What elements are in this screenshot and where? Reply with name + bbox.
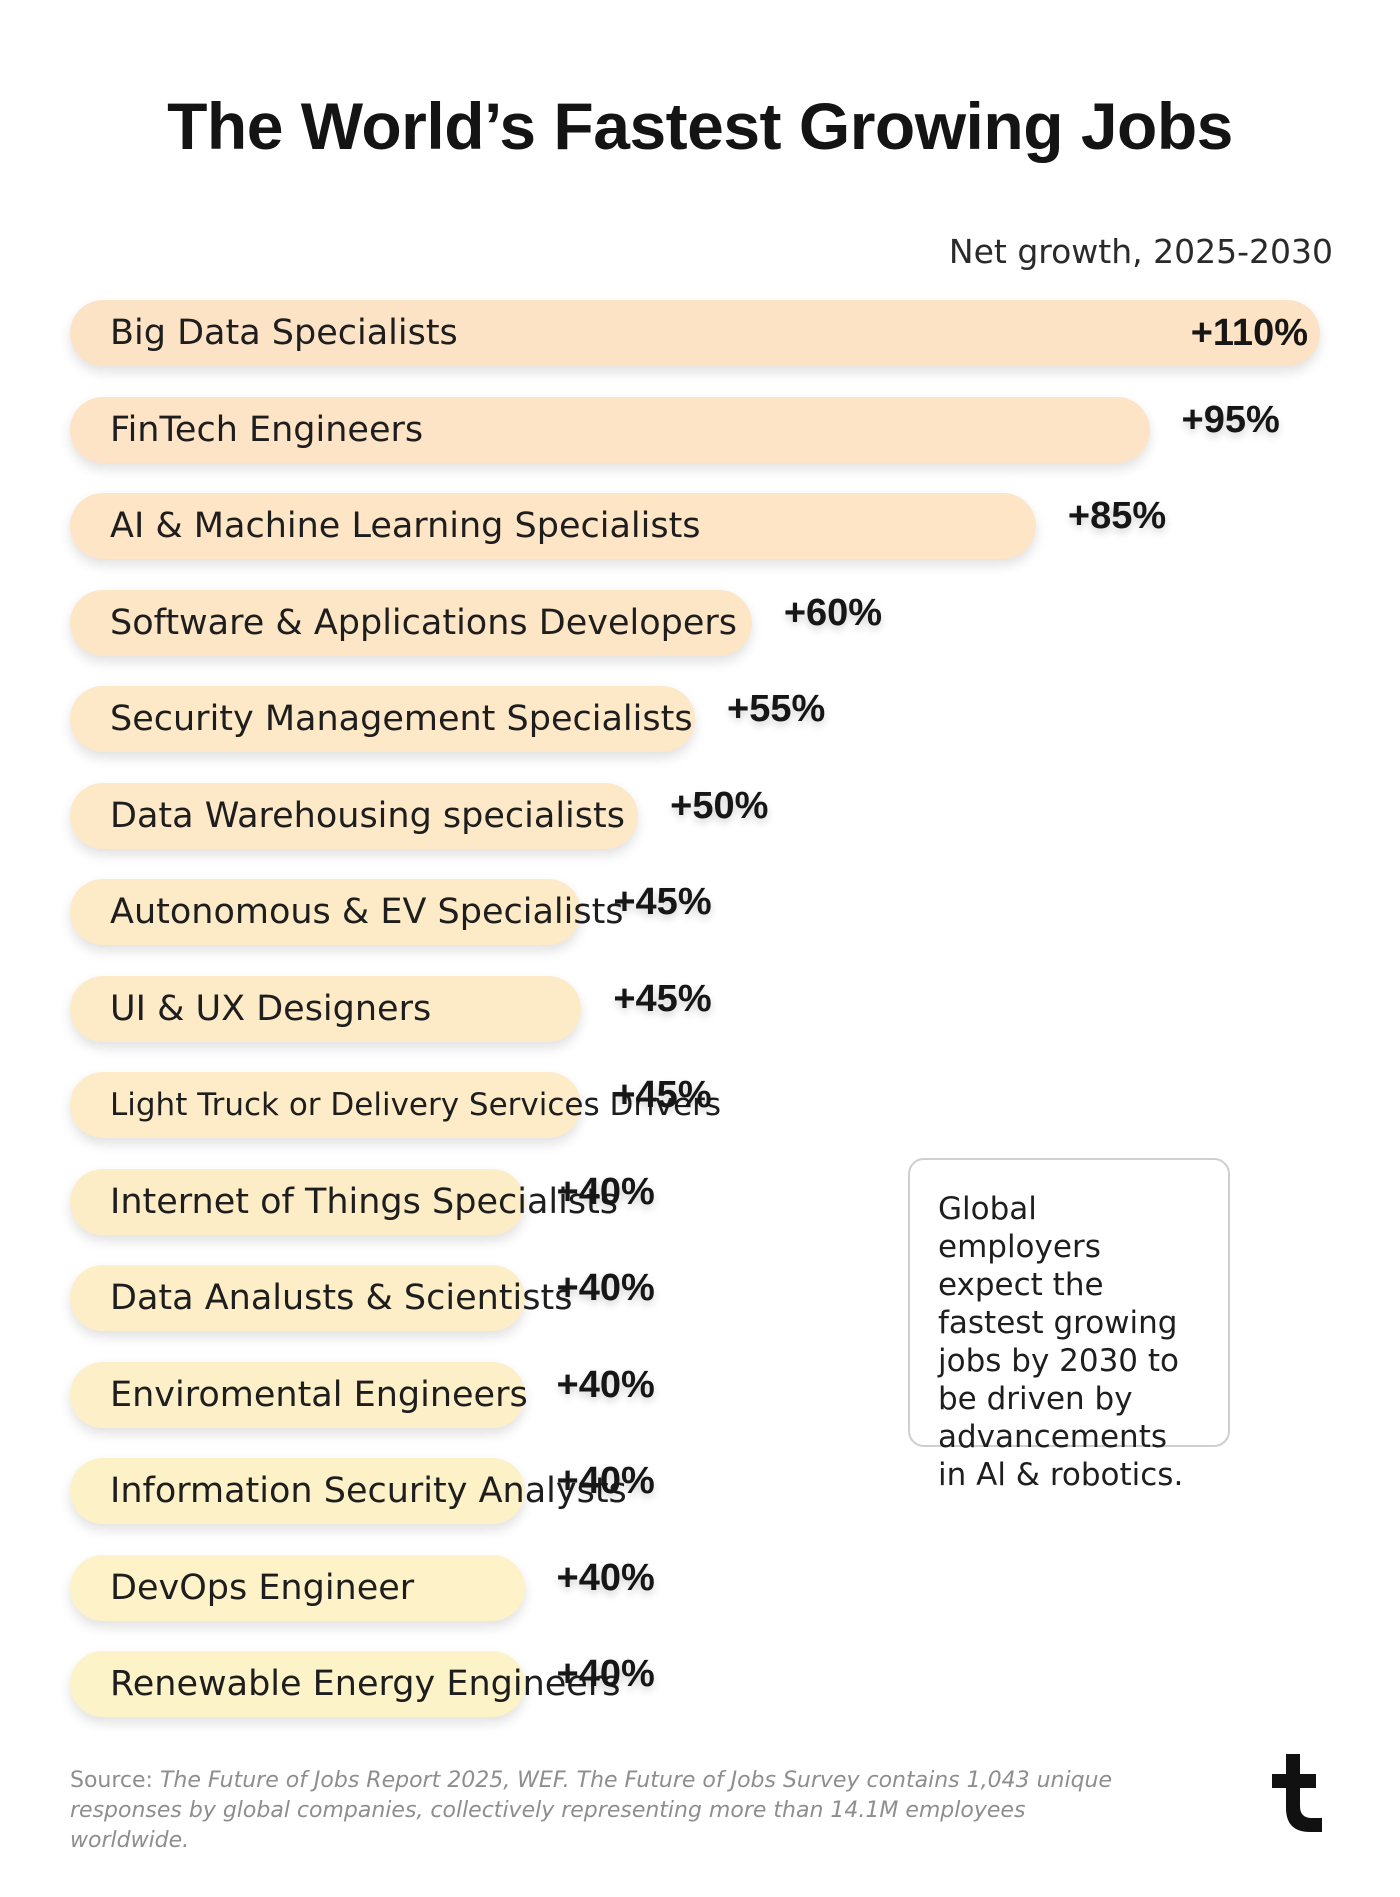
bar-label: Information Security Analysts	[110, 1471, 627, 1511]
value-label: +60%	[783, 591, 883, 634]
source-text: The Future of Jobs Report 2025, WEF. The…	[70, 1768, 1113, 1853]
bar-3: Software & Applications Developers	[70, 589, 752, 656]
bar-label: Data Warehousing specialists	[110, 795, 625, 836]
bar-label: Autonomous & EV Specialists	[110, 892, 624, 932]
value-label: +40%	[556, 1653, 655, 1695]
bar-label: AI & Machine Learning Specialists	[110, 506, 701, 546]
bar-label: Enviromental Engineers	[110, 1374, 528, 1415]
chart-subtitle: Net growth, 2025-2030	[948, 232, 1333, 271]
bar-11: Enviromental Engineers	[70, 1361, 528, 1428]
bar-label: UI & UX Designers	[110, 988, 432, 1029]
bar-label: Big Data Specialists	[110, 313, 458, 353]
bar-label: Security Management Specialists	[110, 699, 693, 739]
bar-6: Autonomous & EV Specialists	[70, 879, 624, 945]
bar-5: Data Warehousing specialists	[70, 782, 639, 849]
bar-10: Data Analusts & Scientists	[70, 1265, 572, 1331]
bar-label: FinTech Engineers	[110, 409, 424, 450]
source-note: Source: The Future of Jobs Report 2025, …	[70, 1766, 1140, 1856]
value-label: +45%	[613, 881, 712, 923]
value-label: +110%	[1190, 312, 1308, 354]
bar-13: DevOps Engineer	[70, 1554, 525, 1621]
bar-1: FinTech Engineers	[70, 396, 1150, 463]
value-label: +40%	[556, 1556, 655, 1599]
value-label: +85%	[1067, 495, 1167, 537]
brand-logo-icon	[1272, 1754, 1322, 1832]
source-prefix: Source:	[70, 1768, 160, 1793]
bar-label: Software & Applications Developers	[110, 602, 737, 643]
bar-9: Internet of Things Specialists	[70, 1168, 618, 1235]
bar-label: DevOps Engineer	[110, 1567, 415, 1608]
bar-12: Information Security Analysts	[70, 1458, 627, 1524]
bar-label: Renewable Energy Engineers	[110, 1664, 621, 1704]
value-label: +40%	[556, 1460, 655, 1502]
bar-label: Internet of Things Specialists	[110, 1181, 619, 1222]
value-label: +40%	[556, 1363, 655, 1406]
bar-label: Light Truck or Delivery Services Drivers	[110, 1087, 722, 1123]
value-label: +95%	[1181, 398, 1280, 441]
value-label: +55%	[727, 688, 826, 730]
value-label: +40%	[556, 1170, 655, 1213]
bar-4: Security Management Specialists	[70, 686, 695, 752]
bar-0: Big Data Specialists	[70, 300, 1320, 366]
bar-14: Renewable Energy Engineers	[70, 1651, 620, 1717]
value-label: +40%	[556, 1267, 655, 1309]
chart-title: The World’s Fastest Growing Jobs	[167, 89, 1233, 163]
value-label: +45%	[613, 977, 712, 1020]
bar-label: Data Analusts & Scientists	[110, 1278, 573, 1318]
value-label: +50%	[670, 784, 769, 827]
annotation-box: Global employers expect the fastest grow…	[908, 1158, 1230, 1493]
bar-8: Light Truck or Delivery Services Drivers	[70, 1072, 721, 1138]
bar-2: AI & Machine Learning Specialists	[70, 493, 1036, 559]
value-label: +45%	[613, 1074, 712, 1116]
bar-7: UI & UX Designers	[70, 975, 582, 1042]
